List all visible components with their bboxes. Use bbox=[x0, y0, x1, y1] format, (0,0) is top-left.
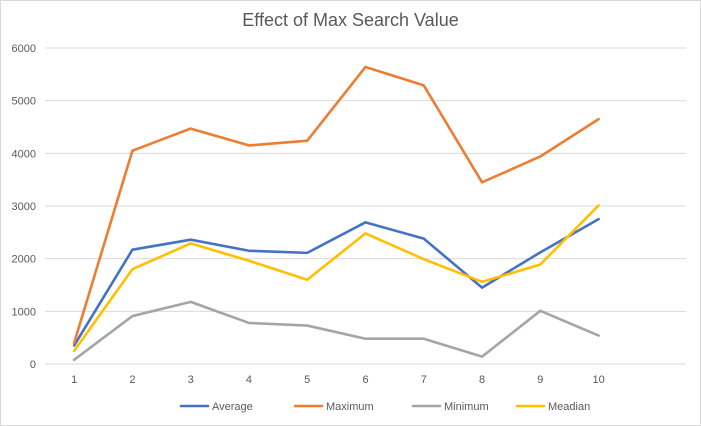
y-tick-label: 4000 bbox=[12, 148, 36, 160]
y-tick-label: 2000 bbox=[12, 254, 36, 266]
x-tick-label: 8 bbox=[479, 374, 485, 386]
x-tick-label: 9 bbox=[537, 374, 543, 386]
x-tick-label: 10 bbox=[592, 374, 604, 386]
legend-label: Maximum bbox=[326, 401, 374, 413]
y-tick-label: 6000 bbox=[12, 43, 36, 55]
x-tick-label: 7 bbox=[421, 374, 427, 386]
x-tick-label: 6 bbox=[362, 374, 368, 386]
series-line-maximum bbox=[72, 65, 600, 345]
x-tick-label: 1 bbox=[71, 374, 77, 386]
x-tick-label: 2 bbox=[129, 374, 135, 386]
y-tick-label: 3000 bbox=[12, 201, 36, 213]
x-tick-label: 5 bbox=[304, 374, 310, 386]
x-axis-ticks: 1 2 3 4 5 6 7 8 9 10 bbox=[71, 374, 605, 386]
series-lines bbox=[72, 65, 600, 362]
x-tick-label: 4 bbox=[246, 374, 252, 386]
legend-label: Average bbox=[212, 401, 253, 413]
legend-label: Meadian bbox=[548, 401, 590, 413]
x-tick-label: 3 bbox=[188, 374, 194, 386]
y-tick-label: 1000 bbox=[12, 306, 36, 318]
y-axis-ticks: 0 1000 2000 3000 4000 5000 6000 bbox=[12, 43, 36, 371]
series-line-minimum bbox=[72, 300, 600, 362]
y-tick-label: 0 bbox=[30, 359, 36, 371]
series-line-meadian bbox=[72, 204, 600, 353]
y-tick-label: 5000 bbox=[12, 96, 36, 108]
legend-label: Minimum bbox=[444, 401, 489, 413]
chart-title: Effect of Max Search Value bbox=[242, 10, 459, 30]
series-line-average bbox=[72, 217, 600, 347]
legend: Average Maximum Minimum Meadian bbox=[179, 401, 590, 413]
gridlines bbox=[45, 47, 686, 365]
